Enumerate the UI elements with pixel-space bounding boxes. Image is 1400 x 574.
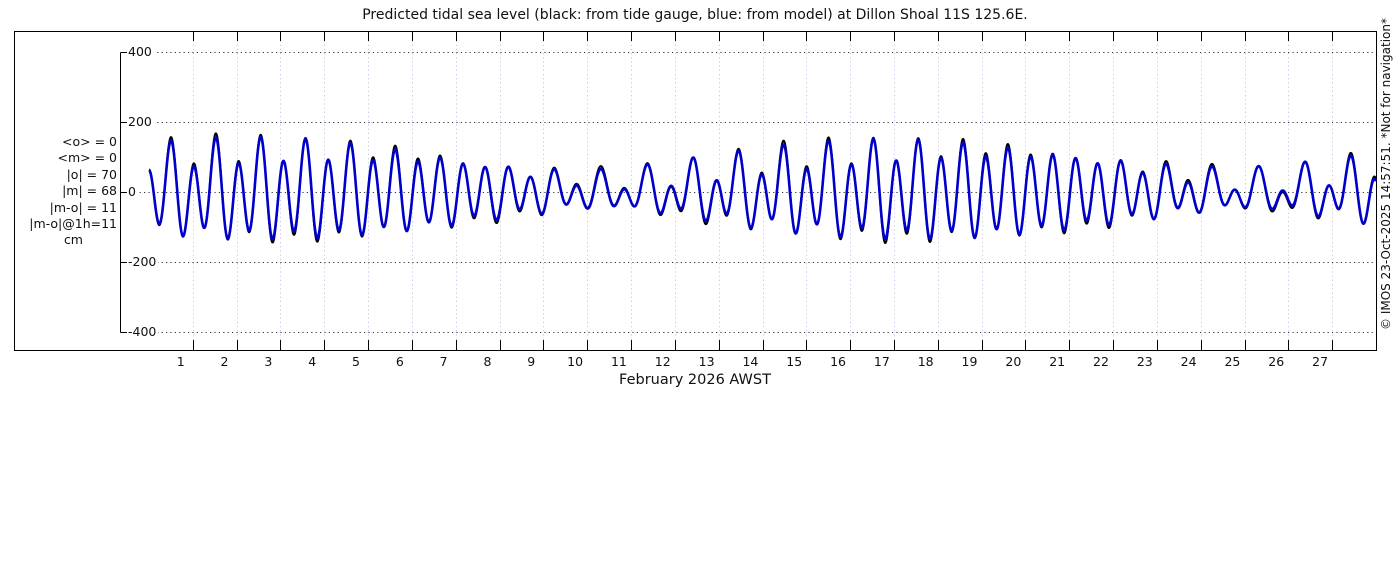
y-tick-label: 0 [127, 184, 138, 199]
x-tick-label: 4 [308, 354, 317, 369]
x-tick-label: 3 [264, 354, 273, 369]
stats-line: |m-o| = 11 [49, 199, 117, 215]
y-tick-label: -200 [127, 254, 159, 269]
x-tick-label: 18 [917, 354, 934, 369]
x-tick-label: 15 [786, 354, 803, 369]
tide-chart-figure: Predicted tidal sea level (black: from t… [0, 0, 1400, 400]
x-tick-label: 12 [654, 354, 671, 369]
x-tick-label: 20 [1005, 354, 1022, 369]
tide-plot-canvas [0, 0, 1400, 400]
x-tick-label: 22 [1093, 354, 1109, 369]
stats-line: |m-o|@1h=11 [29, 216, 117, 232]
x-tick-label: 7 [439, 354, 448, 369]
x-tick-label: 21 [1049, 354, 1066, 369]
x-tick-label: 9 [527, 354, 536, 369]
x-tick-label: 13 [698, 354, 715, 369]
x-tick-label: 1 [176, 354, 185, 369]
y-tick-label: 200 [127, 114, 154, 129]
x-tick-label: 27 [1312, 354, 1329, 369]
copyright-watermark: © IMOS 23-Oct-2025 14:57:51. *Not for na… [1379, 18, 1393, 330]
stats-unit: cm [63, 232, 83, 248]
x-tick-label: 24 [1180, 354, 1197, 369]
x-tick-label: 17 [873, 354, 890, 369]
x-tick-label: 19 [961, 354, 978, 369]
x-tick-label: 26 [1268, 354, 1285, 369]
x-tick-label: 2 [220, 354, 229, 369]
x-tick-label: 16 [830, 354, 846, 369]
x-tick-label: 8 [483, 354, 492, 369]
x-tick-label: 10 [567, 354, 584, 369]
x-tick-label: 11 [610, 354, 627, 369]
x-tick-label: 6 [395, 354, 404, 369]
chart-title: Predicted tidal sea level (black: from t… [362, 7, 1028, 23]
x-tick-label: 25 [1224, 354, 1241, 369]
stats-line: <m> = 0 [57, 150, 118, 166]
y-tick-label: 400 [127, 44, 154, 59]
stats-line: <o> = 0 [62, 134, 117, 149]
stats-line: |m| = 68 [62, 183, 117, 199]
x-tick-label: 23 [1136, 354, 1153, 369]
y-tick-label: -400 [127, 324, 159, 339]
x-axis-title: February 2026 AWST [619, 372, 771, 388]
stats-line: |o| = 70 [66, 166, 117, 182]
stats-block: <o> = 0 <m> = 0 |o| = 70 |m| = 68 |m-o| = 11… [0, 134, 117, 249]
x-tick-label: 14 [742, 354, 759, 369]
x-tick-label: 5 [352, 354, 360, 369]
